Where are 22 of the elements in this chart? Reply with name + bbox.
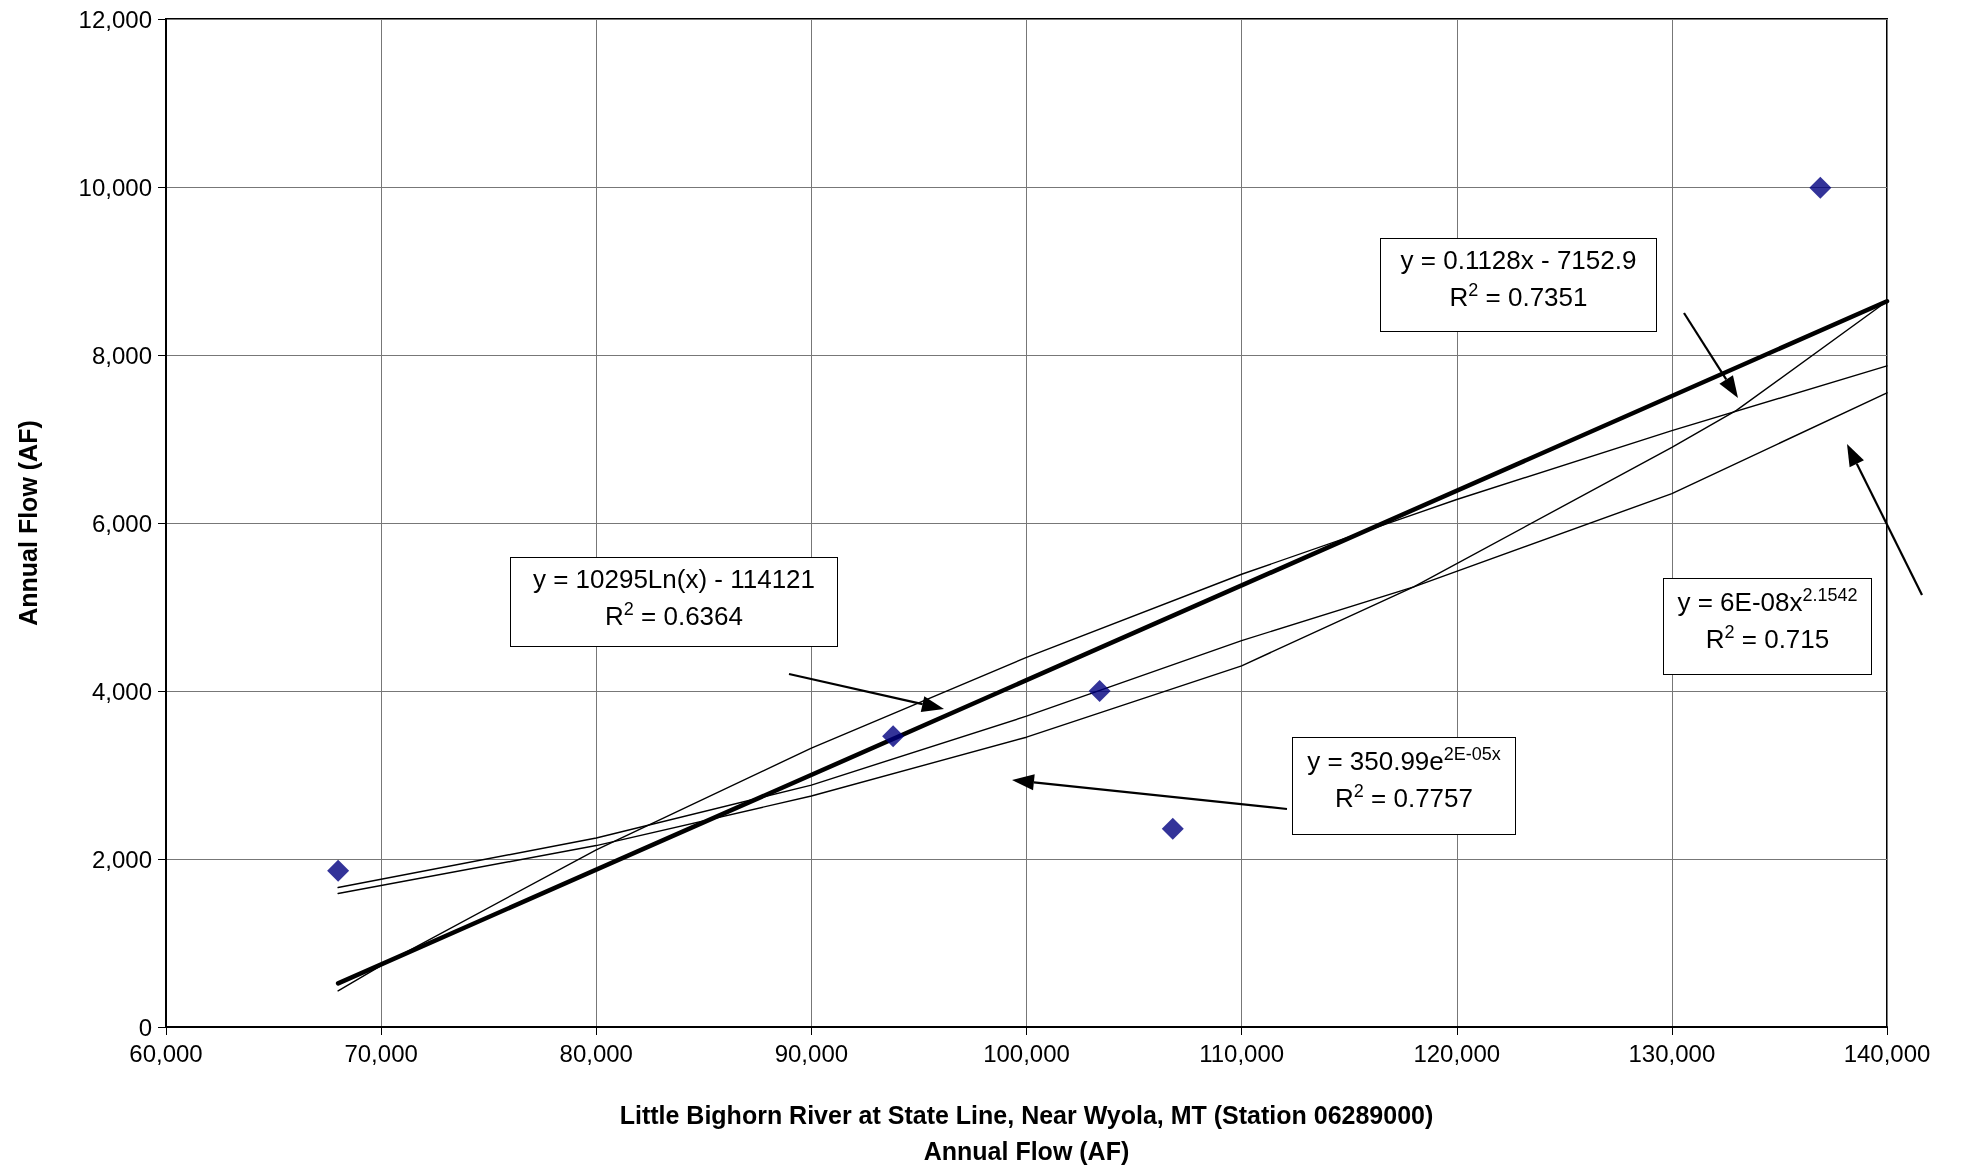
y-tick-label: 8,000 <box>91 341 152 369</box>
annotation: y = 0.1128x - 7152.9 R$^{2}$ = 0.7351 <box>1380 238 1657 332</box>
x-tick-label: 110,000 <box>1199 1039 1285 1067</box>
y-tick-label: 4,000 <box>91 677 152 705</box>
x-tick-label: 100,000 <box>983 1039 1070 1067</box>
y-tick-label: 12,000 <box>78 5 152 33</box>
x-tick-label: 80,000 <box>559 1039 633 1067</box>
y-axis-title: Annual Flow (AF) <box>14 420 42 626</box>
x-tick-label: 70,000 <box>344 1039 418 1067</box>
x-tick-label: 60,000 <box>129 1039 203 1067</box>
y-tick-label: 6,000 <box>91 509 152 537</box>
x-tick-label: 130,000 <box>1628 1039 1716 1067</box>
y-tick-label: 2,000 <box>91 845 152 873</box>
x-tick-label: 120,000 <box>1413 1039 1501 1067</box>
annotation: y = 10295Ln(x) - 114121 R$^{2}$ = 0.6364 <box>510 557 838 647</box>
x-tick-label: 90,000 <box>774 1039 849 1067</box>
x-axis-title: Little Bighorn River at State Line, Near Wyola, MT (Station 06289000) Annual Flow (AF) <box>619 1101 1434 1165</box>
text: y = 350.99e$^{2E-05x}$ R$^{2}$ = 0.7757 <box>1307 744 1501 813</box>
x-tick-label: 140,000 <box>1843 1039 1931 1067</box>
y-tick-label: 10,000 <box>78 173 152 201</box>
y-tick-label: 0 <box>138 1013 152 1041</box>
text: y = 6E-08x$^{2.1542}$ R$^{2}$ = 0.715 <box>1677 585 1858 654</box>
